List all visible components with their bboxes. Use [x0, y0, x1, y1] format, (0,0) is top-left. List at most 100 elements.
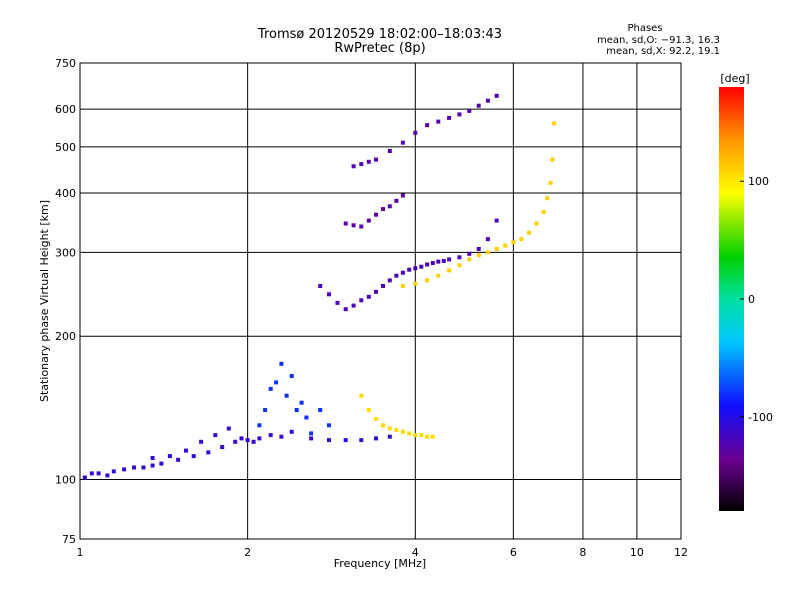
x-tick-label: 10 [630, 546, 644, 559]
data-point [494, 93, 499, 98]
data-point [552, 121, 557, 126]
data-point [294, 408, 299, 412]
data-point [425, 278, 430, 283]
data-point [407, 431, 412, 436]
data-point [413, 281, 418, 286]
data-point [150, 456, 155, 460]
data-point [527, 230, 531, 235]
data-point [413, 433, 418, 438]
data-point [279, 434, 284, 439]
data-point [476, 253, 481, 258]
data-point [485, 98, 490, 103]
data-point [381, 207, 385, 212]
data-point [436, 119, 441, 124]
data-point [387, 434, 392, 439]
data-point [359, 438, 364, 443]
data-point [400, 429, 405, 434]
y-tick-label: 400 [55, 187, 76, 200]
data-point [111, 469, 116, 474]
data-point [425, 434, 430, 439]
data-point [447, 268, 452, 273]
data-point [476, 247, 481, 251]
data-point [304, 415, 309, 420]
data-point [485, 237, 490, 242]
data-point [400, 193, 405, 198]
y-tick-label: 100 [55, 474, 76, 487]
data-point [457, 263, 462, 268]
colorbar-tick-label: 100 [748, 175, 769, 188]
data-point [206, 450, 211, 455]
plot-area [79, 62, 682, 540]
colorbar-label: [deg] [720, 72, 749, 85]
data-point [387, 426, 392, 431]
data-point [191, 454, 196, 459]
data-point [226, 426, 231, 431]
data-point [279, 361, 284, 366]
data-point [534, 221, 539, 226]
data-point [289, 429, 294, 434]
y-tick-label: 200 [55, 330, 76, 343]
data-point [351, 303, 356, 308]
data-point [374, 212, 378, 217]
data-point [351, 223, 356, 228]
data-point [400, 270, 405, 275]
x-tick-label: 8 [579, 546, 586, 559]
data-point [413, 266, 418, 271]
data-point [213, 433, 218, 438]
data-point [494, 247, 499, 251]
data-point [251, 439, 256, 444]
y-tick-label: 600 [55, 103, 76, 116]
data-point [327, 423, 331, 428]
data-point [387, 204, 392, 209]
data-point [476, 103, 481, 108]
data-point [343, 221, 348, 226]
data-point [268, 386, 273, 391]
y-axis-ticks: 75 100 200 300 400 500 600 750 [55, 57, 76, 546]
colorbar [719, 87, 744, 511]
data-point [233, 439, 238, 444]
data-point [263, 408, 268, 412]
data-point [167, 454, 172, 459]
data-point [150, 463, 155, 468]
data-point [122, 467, 127, 472]
data-point [394, 198, 399, 203]
x-tick-label: 1 [77, 546, 84, 559]
data-point [519, 237, 524, 242]
data-point [494, 218, 499, 223]
data-point [503, 243, 508, 248]
data-point [541, 209, 546, 214]
data-point [419, 433, 424, 438]
data-point [407, 267, 412, 272]
data-points [82, 93, 557, 480]
data-point [550, 157, 555, 162]
data-point [351, 164, 356, 169]
chart-subtitle: RwPretec (8p) [334, 41, 425, 56]
data-point [381, 284, 385, 288]
data-point [176, 457, 181, 462]
data-point [159, 461, 164, 466]
data-point [257, 423, 262, 428]
data-point [239, 436, 244, 441]
x-axis-ticks: 1 2 4 6 8 10 12 [77, 546, 689, 559]
data-point [381, 423, 385, 428]
data-point [394, 428, 399, 433]
data-point [425, 262, 430, 267]
data-point [105, 473, 110, 478]
data-point [394, 273, 399, 278]
data-point [485, 250, 490, 255]
data-point [257, 436, 262, 441]
data-point [274, 380, 279, 385]
data-point [82, 475, 87, 480]
y-tick-label: 75 [62, 533, 76, 546]
data-point [89, 471, 94, 476]
data-point [545, 196, 550, 201]
data-point [441, 258, 446, 263]
data-point [430, 261, 435, 265]
data-point [548, 180, 553, 185]
data-point [447, 257, 452, 262]
data-point [400, 140, 405, 145]
chart-title: Tromsø 20120529 18:02:00–18:03:43 [257, 27, 502, 42]
plot-frame [79, 62, 682, 540]
data-point [447, 115, 452, 120]
data-point [343, 438, 348, 443]
